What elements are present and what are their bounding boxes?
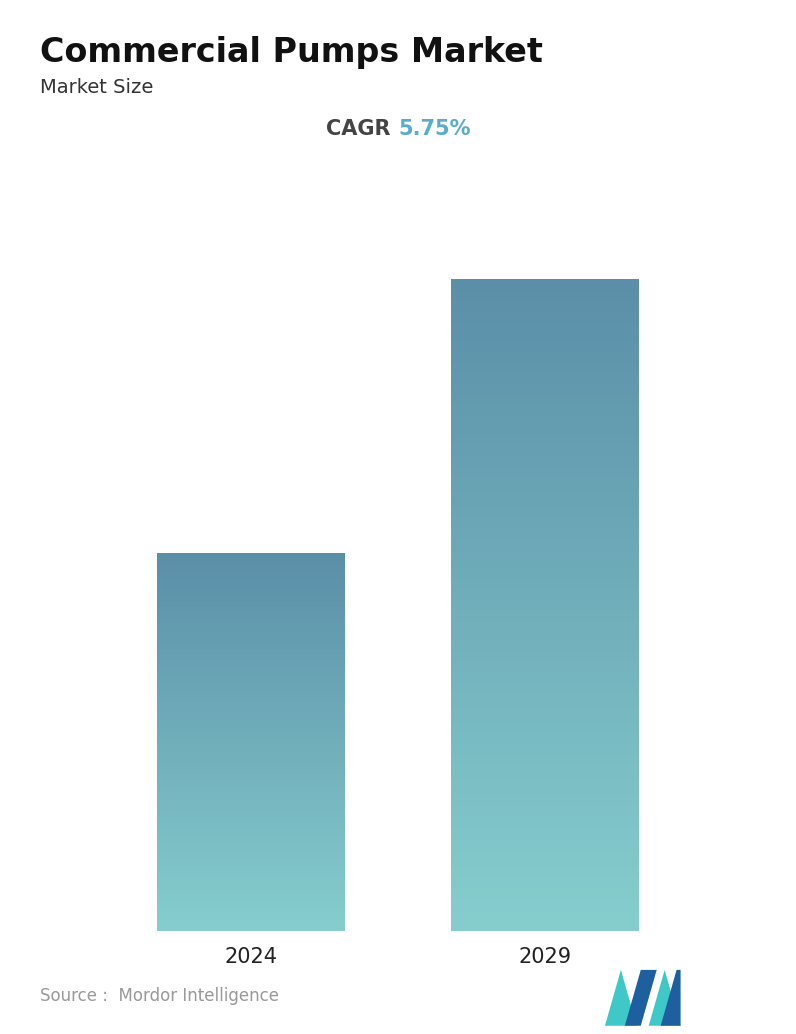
Text: CAGR: CAGR [326,119,398,140]
Text: Source :  Mordor Intelligence: Source : Mordor Intelligence [40,987,279,1005]
Text: 5.75%: 5.75% [398,119,470,140]
Text: Commercial Pumps Market: Commercial Pumps Market [40,36,543,69]
Polygon shape [661,970,681,1026]
Polygon shape [605,970,637,1026]
Polygon shape [649,970,681,1026]
Text: Market Size: Market Size [40,78,153,96]
Polygon shape [625,970,657,1026]
